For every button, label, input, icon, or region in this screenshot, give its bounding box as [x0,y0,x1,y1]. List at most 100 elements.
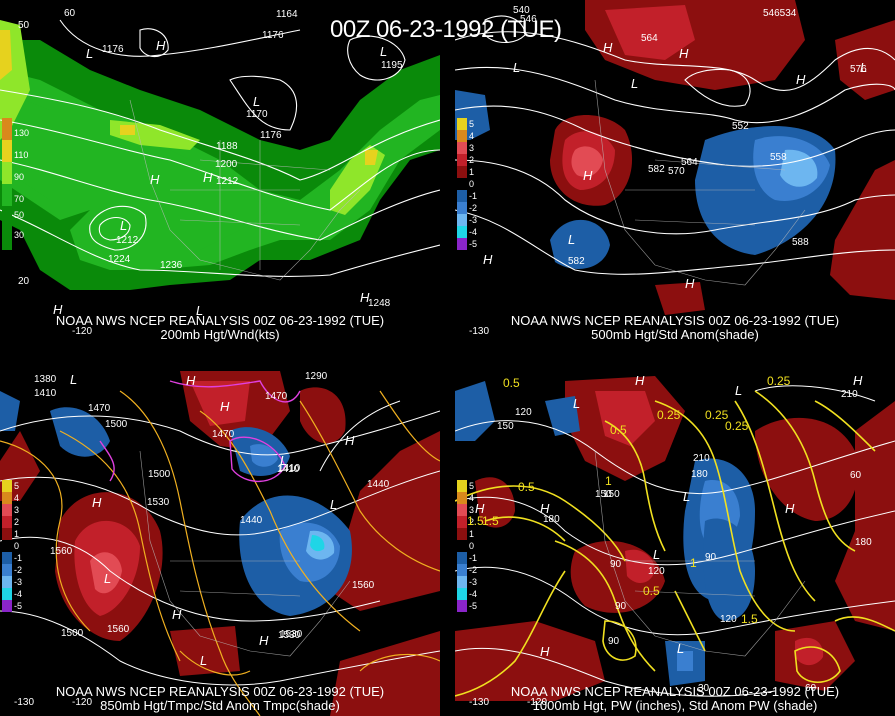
contour-label: 1410 [34,388,57,399]
contour-label: 1410 [277,464,300,475]
pw-label: 1.5 [741,612,758,626]
high-pressure-symbol: H [186,373,196,388]
lon-label: -120 [527,697,548,708]
panel-subcaption: 200mb Hgt/Wnd(kts) [160,327,280,342]
map-1000mb [455,371,895,716]
contour-label: 210 [841,389,858,400]
panel-caption: NOAA NWS NCEP REANALYSIS 00Z 06-23-1992 … [510,684,840,699]
high-pressure-symbol: H [853,373,863,388]
contour-label: 1195 [381,60,403,71]
legend-label: 3 [469,505,475,515]
contour-label: 1188 [216,141,238,152]
legend-label: -5 [469,239,478,249]
high-pressure-symbol: H [583,168,593,183]
contour-label: 1380 [34,374,57,385]
legend-label: 2 [469,517,475,527]
pw-label: 0.25 [657,408,681,422]
high-pressure-symbol: H [203,170,213,185]
high-pressure-symbol: H [475,501,485,516]
lon-label: -120 [72,697,93,708]
legend-label: 50 [14,210,25,220]
contour-label: 1236 [160,260,183,271]
low-pressure-symbol: L [568,232,576,247]
pw-label: 0.5 [643,584,660,598]
contour-label: 120 [515,407,532,418]
contour-label: 546 [520,14,537,25]
legend-label: 5 [469,119,475,129]
contour-label: 1212 [116,235,139,246]
legend-label: 4 [469,493,475,503]
high-pressure-symbol: H [540,501,550,516]
low-pressure-symbol: L [573,396,581,411]
contour-label: 90 [608,636,620,647]
high-pressure-symbol: H [483,252,493,267]
pw-label: 1 [605,474,612,488]
high-pressure-symbol: H [603,40,613,55]
legend-label: 1 [469,529,475,539]
legend-label: -4 [469,589,478,599]
high-pressure-symbol: H [785,501,795,516]
contour-label: 1500 [61,628,84,639]
high-pressure-symbol: H [150,172,160,187]
legend-label: -1 [14,553,23,563]
legend-label: 4 [14,493,20,503]
contour-label: 1410 [278,463,301,474]
contour-label: 1176 [260,130,282,141]
contour-label: 1164 [276,9,298,20]
pw-label: 0.5 [610,423,627,437]
low-pressure-symbol: L [253,94,261,109]
low-pressure-symbol: L [653,547,661,562]
legend-label: -2 [14,565,23,575]
panel-subcaption: 850mb Hgt/Tmpc/Std Anom Tmpc(shade) [100,698,340,713]
pw-label: 0.5 [503,376,520,390]
panel-200mb: 130 110 90 70 50 30 1164 1176 1176 1188 … [0,0,440,345]
panel-caption: NOAA NWS NCEP REANALYSIS 00Z 06-23-1992 … [55,684,385,699]
contour-label: 1176 [262,30,284,41]
contour-label: 60 [805,683,817,694]
legend-label: 0 [469,541,475,551]
legend-label: -1 [469,553,478,563]
contour-label: 582 [568,256,585,267]
contour-label: 552 [732,121,749,132]
contour-label: 150 [603,489,620,500]
low-pressure-symbol: L [104,571,112,586]
contour-label: 576 [850,64,867,75]
high-pressure-symbol: H [679,46,689,61]
legend-label: -4 [469,227,478,237]
legend-label: -2 [469,565,478,575]
map-200mb [0,0,440,345]
contour-label: 1470 [265,391,288,402]
contour-label: 120 [648,566,665,577]
legend-label: -3 [469,215,478,225]
lon-label: -130 [469,697,490,708]
low-pressure-symbol: L [70,372,78,387]
legend-label: 3 [469,143,475,153]
lon-label: -130 [469,326,490,337]
contour-label: 1560 [50,546,73,557]
legend-label: 4 [469,131,475,141]
legend-label: -4 [14,589,23,599]
contour-label: 1290 [305,371,328,382]
contour-label: 1224 [108,254,131,265]
legend-label: -5 [14,601,23,611]
contour-label: 1470 [212,429,235,440]
low-pressure-symbol: L [735,383,743,398]
contour-label: 60 [850,470,862,481]
contour-label: 558 [770,152,787,163]
panel-subcaption: 500mb Hgt/Std Anom(shade) [591,327,759,342]
contour-label: 570 [668,166,685,177]
low-pressure-symbol: L [200,653,208,668]
contour-label: 1200 [215,159,238,170]
legend-label: 3 [14,505,20,515]
legend-label: 5 [469,481,475,491]
panel-1000mb: 5 4 3 2 1 0 -1 -2 -3 -4 -5 0.5 120 150 0… [455,371,895,716]
high-pressure-symbol: H [172,607,182,622]
high-pressure-symbol: H [685,276,695,291]
low-pressure-symbol: L [330,497,338,512]
low-pressure-symbol: L [120,218,128,233]
contour-label: 564 [641,33,658,44]
panel-500mb: 5 4 3 2 1 0 -1 -2 -3 -4 -5 540 546 54653… [455,0,895,345]
legend-label: -3 [14,577,23,587]
low-pressure-symbol: L [513,60,521,75]
high-pressure-symbol: H [540,644,550,659]
